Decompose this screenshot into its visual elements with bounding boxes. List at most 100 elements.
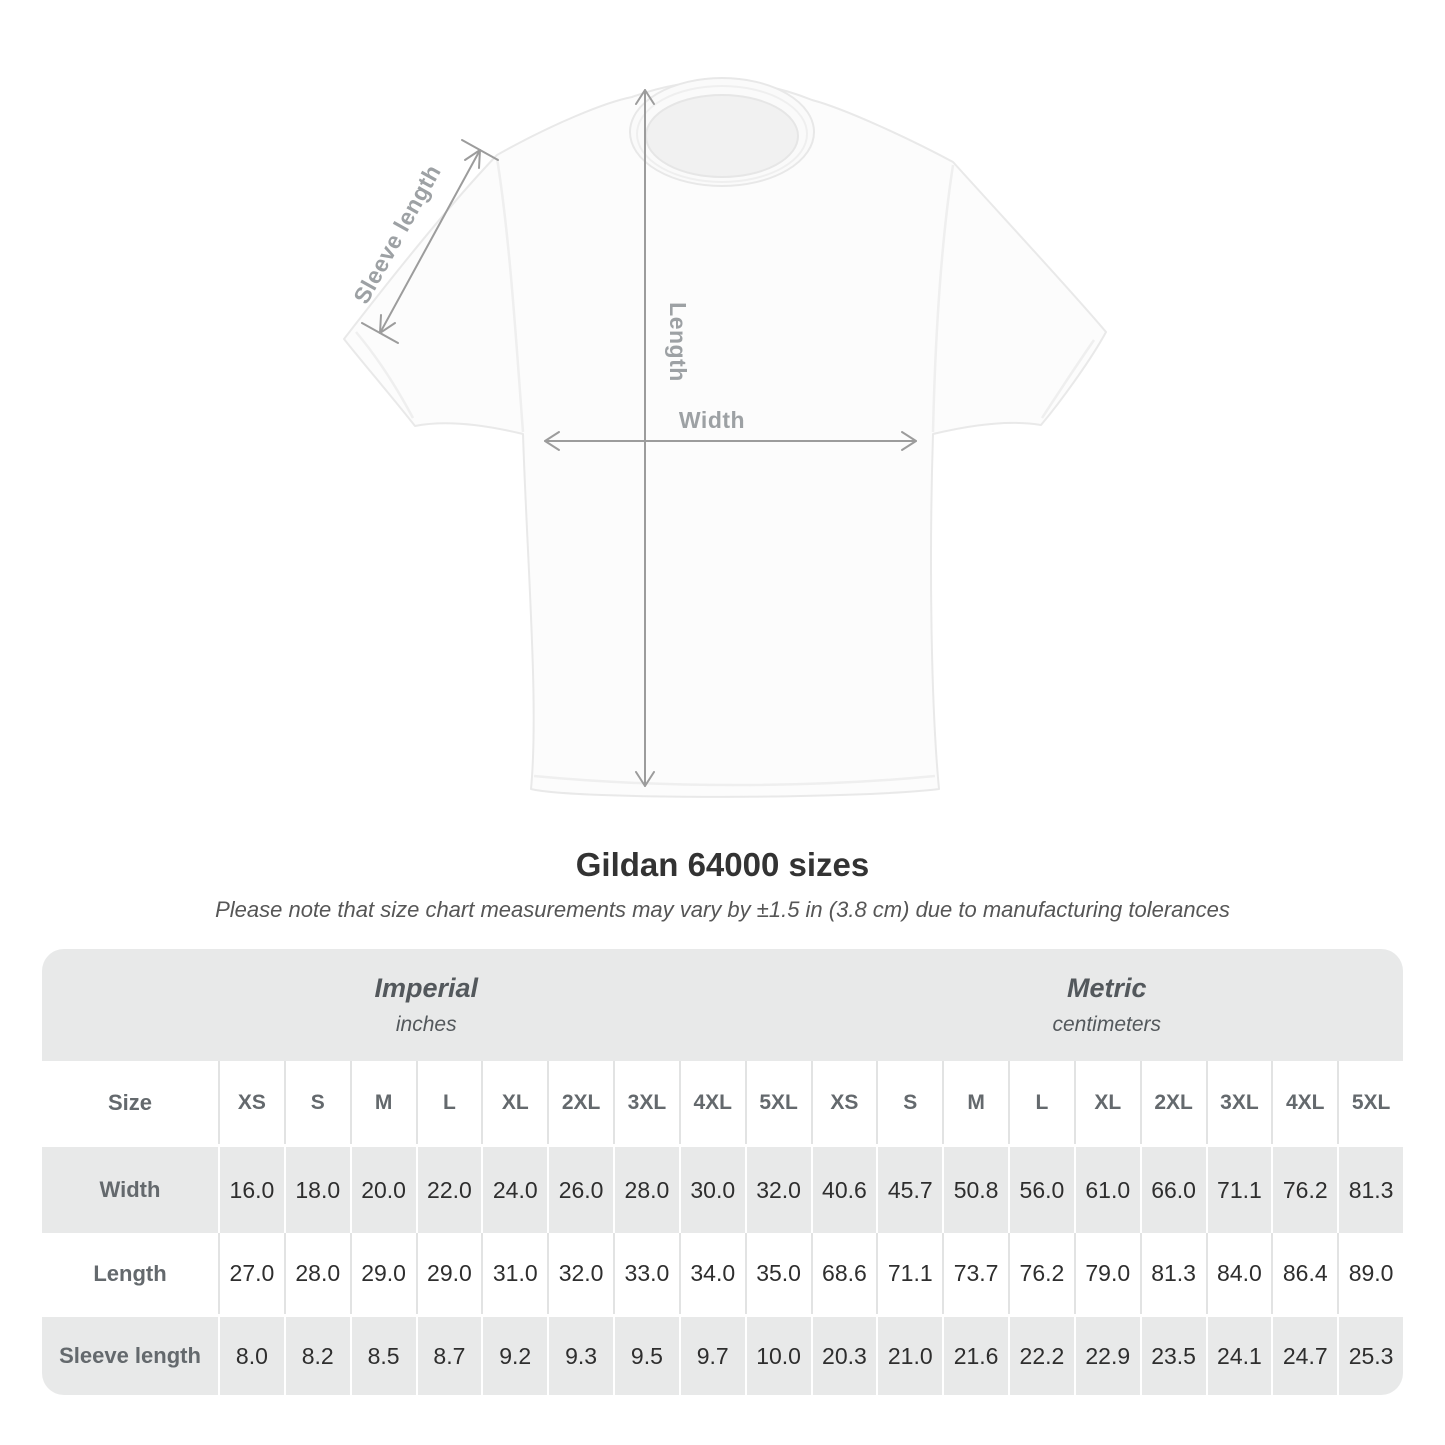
table-cell: 73.7 [942,1233,1008,1314]
column-header-imperial-xs: XS [218,1061,284,1144]
metric-label: Metric [1066,973,1147,1003]
column-header-metric-3xl: 3XL [1205,1061,1272,1144]
table-cell: 79.0 [1073,1233,1140,1314]
column-header-imperial-s: S [283,1061,350,1144]
table-cell: 8.0 [218,1314,284,1395]
table-cell: 84.0 [1205,1233,1272,1314]
size-table-grid: Size XS S M L XL 2XL 3XL 4XL 5XL XS S M L XL 2XL 3XL 4XL 5… [42,1061,1403,1395]
table-cell: 9.3 [547,1314,613,1395]
table-cell: 27.0 [218,1233,284,1314]
size-column-header: Size [42,1061,218,1144]
table-cell: 9.2 [481,1314,548,1395]
collar-rib [636,85,808,183]
table-cell: 9.5 [613,1314,679,1395]
column-header-imperial-3xl: 3XL [613,1061,679,1144]
table-cell: 25.3 [1337,1314,1403,1395]
table-cell: 8.2 [283,1314,350,1395]
table-cell: 24.7 [1271,1314,1338,1395]
table-cell: 31.0 [481,1233,548,1314]
column-header-imperial-m: M [349,1061,416,1144]
table-cell: 34.0 [678,1233,745,1314]
table-cell: 22.0 [415,1144,482,1233]
table-cell: 29.0 [415,1233,482,1314]
size-chart-table: Imperial inches Metric centimeters Size X… [42,949,1403,1395]
metric-group-header: Metric centimeters [811,949,1404,1061]
tshirt-image [343,80,1107,798]
tshirt-measurement-diagram: Width Length Sleeve length [343,77,1107,798]
table-cell: 24.0 [481,1144,548,1233]
column-header-imperial-5xl: 5XL [744,1061,811,1144]
table-cell: 30.0 [678,1144,745,1233]
column-header-metric-xs: XS [810,1061,877,1144]
imperial-unit-label: inches [395,1013,457,1036]
column-header-imperial-2xl: 2XL [547,1061,613,1144]
column-header-metric-l: L [1008,1061,1074,1144]
table-cell: 22.2 [1008,1314,1074,1395]
table-cell: 66.0 [1139,1144,1206,1233]
width-label: Width [679,407,745,433]
bottom-hem [533,774,936,787]
column-header-metric-5xl: 5XL [1337,1061,1403,1144]
imperial-label: Imperial [374,973,479,1003]
tolerance-note: Please note that size chart measurements… [215,897,1230,922]
table-cell: 26.0 [547,1144,613,1233]
table-cell: 21.0 [876,1314,943,1395]
width-arrow [544,431,917,451]
table-cell: 18.0 [283,1144,350,1233]
table-cell: 45.7 [876,1144,943,1233]
table-cell: 71.1 [1205,1144,1272,1233]
table-cell: 33.0 [613,1233,679,1314]
length-arrow [635,89,655,787]
column-header-metric-2xl: 2XL [1139,1061,1206,1144]
left-sleeve-seam [495,157,525,433]
table-cell: 81.3 [1337,1144,1403,1233]
table-cell: 35.0 [744,1233,811,1314]
metric-unit-label: centimeters [1052,1013,1162,1036]
table-cell: 86.4 [1271,1233,1338,1314]
table-cell: 20.0 [349,1144,416,1233]
column-header-row: Size XS S M L XL 2XL 3XL 4XL 5XL XS S M L XL 2XL 3XL 4XL 5… [42,1061,1403,1144]
table-cell: 28.0 [283,1233,350,1314]
column-header-metric-xl: XL [1073,1061,1140,1144]
sleeve-length-arrow [361,139,499,344]
imperial-group-header: Imperial inches [42,949,811,1061]
column-header-imperial-xl: XL [481,1061,548,1144]
length-label: Length [665,302,691,382]
table-row-length: Length 27.0 28.0 29.0 29.0 31.0 32.0 33.0 34.0 35… [42,1233,1403,1314]
table-cell: 21.6 [942,1314,1008,1395]
column-header-metric-m: M [942,1061,1008,1144]
table-cell: 56.0 [1008,1144,1074,1233]
column-header-imperial-4xl: 4XL [678,1061,745,1144]
table-row-width: Width 16.0 18.0 20.0 22.0 24.0 26.0 28.0 30.0 32.… [42,1144,1403,1233]
table-cell: 89.0 [1337,1233,1403,1314]
table-cell: 9.7 [678,1314,745,1395]
table-cell: 68.6 [810,1233,877,1314]
table-cell: 10.0 [744,1314,811,1395]
table-cell: 8.5 [349,1314,416,1395]
right-cuff-hem [1040,339,1096,419]
table-cell: 29.0 [349,1233,416,1314]
table-cell: 16.0 [218,1144,284,1233]
row-label: Length [42,1233,218,1314]
table-cell: 22.9 [1073,1314,1140,1395]
table-cell: 20.3 [810,1314,877,1395]
table-cell: 24.1 [1205,1314,1272,1395]
column-header-imperial-l: L [415,1061,482,1144]
table-cell: 71.1 [876,1233,943,1314]
table-cell: 76.2 [1271,1144,1338,1233]
table-cell: 81.3 [1139,1233,1206,1314]
row-label: Width [42,1144,218,1233]
table-cell: 50.8 [942,1144,1008,1233]
column-header-metric-4xl: 4XL [1271,1061,1338,1144]
table-cell: 28.0 [613,1144,679,1233]
table-cell: 40.6 [810,1144,877,1233]
table-cell: 32.0 [744,1144,811,1233]
unit-group-header-band: Imperial inches Metric centimeters [42,949,1403,1061]
table-cell: 61.0 [1073,1144,1140,1233]
table-cell: 23.5 [1139,1314,1206,1395]
row-label: Sleeve length [42,1314,218,1395]
page-title: Gildan 64000 sizes [575,846,870,883]
left-cuff-hem [355,331,415,419]
table-cell: 76.2 [1008,1233,1074,1314]
right-sleeve-seam [931,164,955,433]
